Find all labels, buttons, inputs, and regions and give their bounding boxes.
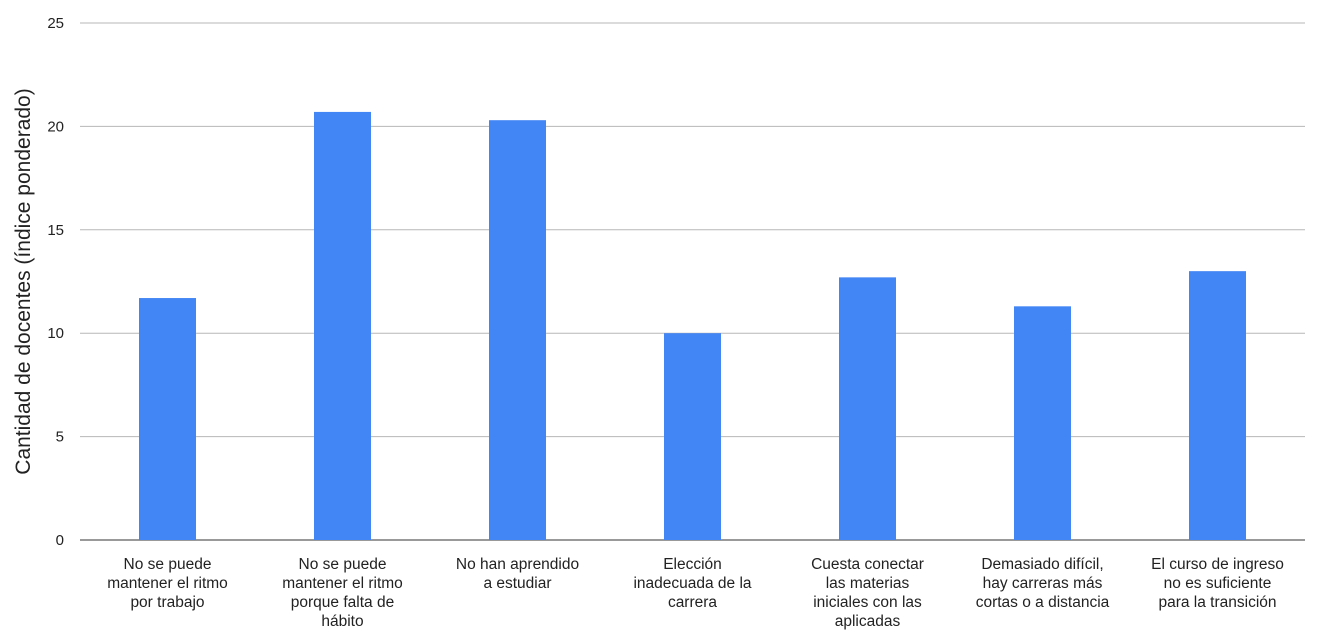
y-tick-label: 10 bbox=[47, 325, 64, 342]
x-category-label-line: no es suficiente bbox=[1164, 575, 1272, 592]
x-category-label-line: No han aprendido bbox=[456, 556, 579, 573]
x-category-label: No se puede mantener el ritmo por trabajo bbox=[107, 556, 228, 611]
y-tick-label: 20 bbox=[47, 118, 64, 135]
x-category-label-line: mantener el ritmo bbox=[282, 575, 403, 592]
bar bbox=[1189, 271, 1246, 540]
x-category-label: Elección inadecuada de la carrera bbox=[633, 556, 751, 611]
bar bbox=[664, 333, 721, 540]
x-category-label-line: No se puede bbox=[124, 556, 212, 573]
x-category-label-line: porque falta de bbox=[291, 594, 394, 611]
bar bbox=[489, 120, 546, 541]
x-category-label-line: Demasiado difícil, bbox=[981, 556, 1103, 573]
x-category-label: El curso de ingreso no es suficiente para … bbox=[1151, 556, 1284, 611]
x-axis-category-labels: No se puede mantener el ritmo por trabajoN… bbox=[107, 556, 1284, 630]
bar bbox=[839, 277, 896, 540]
x-category-label-line: Elección bbox=[663, 556, 722, 573]
y-axis-title: Cantidad de docentes (índice ponderado) bbox=[12, 88, 35, 474]
bar bbox=[139, 298, 196, 540]
bar bbox=[1014, 306, 1071, 540]
y-tick-label: 25 bbox=[47, 15, 64, 32]
x-category-label-line: hábito bbox=[321, 613, 363, 630]
x-category-label-line: Cuesta conectar bbox=[811, 556, 924, 573]
y-axis-ticks: 0 5 10 15 20 25 bbox=[47, 15, 64, 549]
y-tick-label: 0 bbox=[56, 532, 64, 549]
x-category-label-line: por trabajo bbox=[130, 594, 204, 611]
x-category-label-line: No se puede bbox=[299, 556, 387, 573]
bars bbox=[139, 111, 1246, 541]
x-category-label-line: inadecuada de la bbox=[633, 575, 751, 592]
x-category-label-line: cortas o a distancia bbox=[976, 594, 1110, 611]
x-category-label-line: a estudiar bbox=[483, 575, 551, 592]
x-category-label-line: mantener el ritmo bbox=[107, 575, 228, 592]
x-category-label-line: El curso de ingreso bbox=[1151, 556, 1284, 573]
y-tick-label: 5 bbox=[56, 429, 64, 446]
x-category-label: No se puede mantener el ritmo porque falta… bbox=[282, 556, 403, 630]
x-category-label: No han aprendido a estudiar bbox=[456, 556, 579, 592]
x-category-label: Cuesta conectar las materias iniciales con… bbox=[811, 556, 924, 630]
bar bbox=[314, 111, 371, 540]
x-category-label-line: aplicadas bbox=[835, 613, 901, 630]
x-category-label: Demasiado difícil, hay carreras más cortas… bbox=[976, 556, 1110, 611]
x-category-label-line: hay carreras más bbox=[983, 575, 1103, 592]
x-category-label-line: carrera bbox=[668, 594, 717, 611]
x-category-label-line: las materias bbox=[826, 575, 910, 592]
x-category-label-line: iniciales con las bbox=[813, 594, 922, 611]
x-category-label-line: para la transición bbox=[1158, 594, 1276, 611]
y-tick-label: 15 bbox=[47, 222, 64, 239]
